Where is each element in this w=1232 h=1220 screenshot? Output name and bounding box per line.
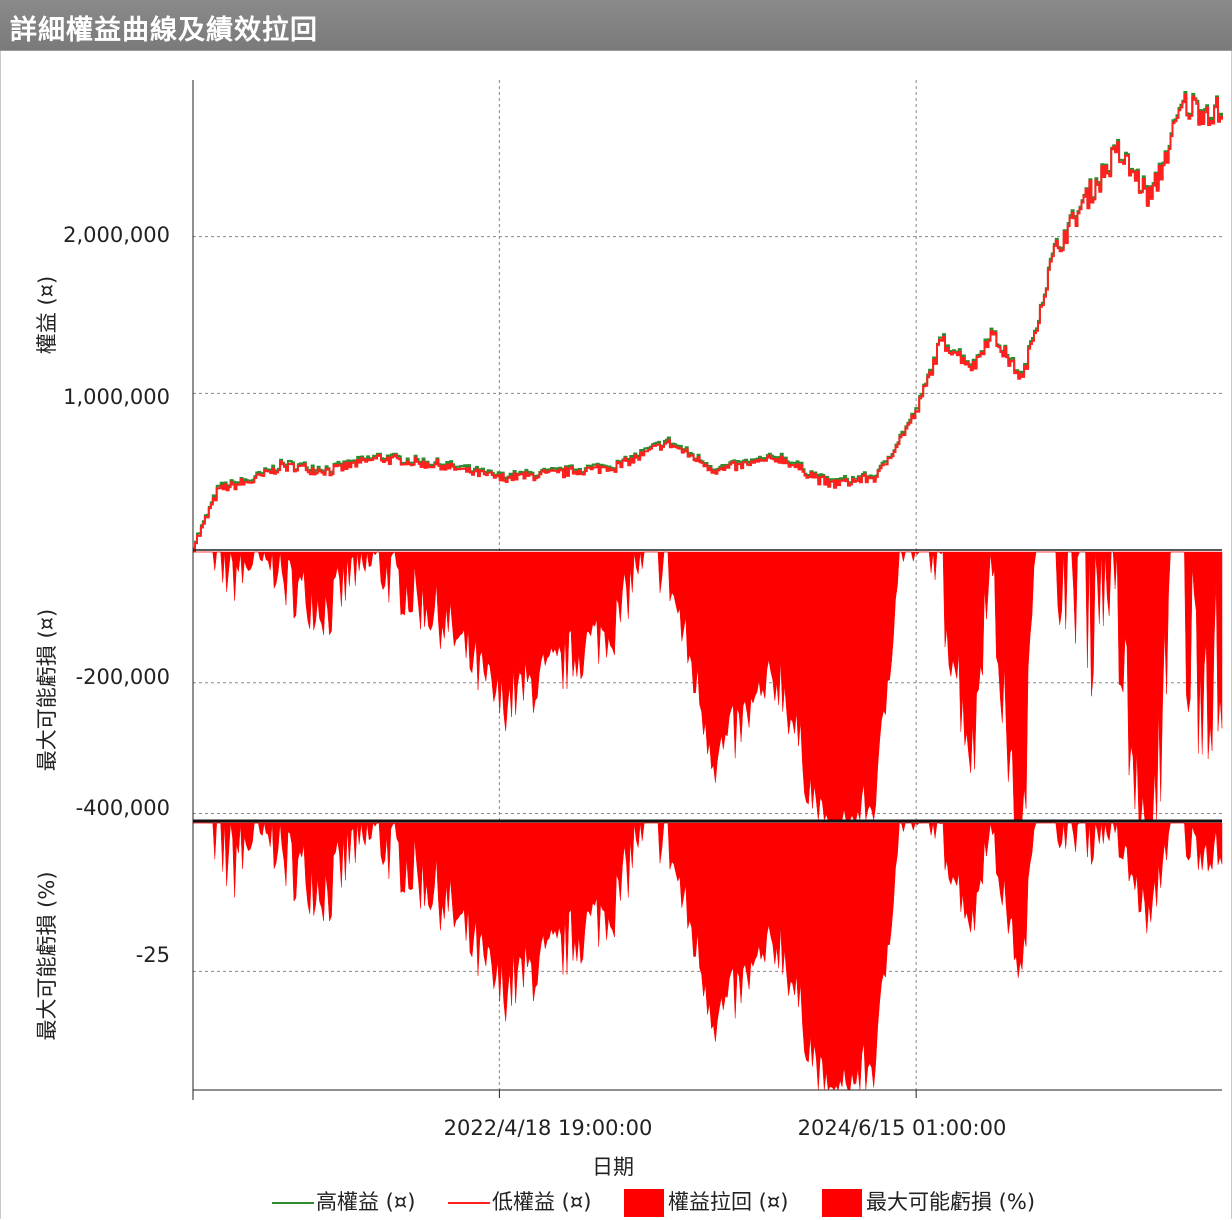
series-line-low-equity (193, 93, 1223, 553)
equity-panel (193, 91, 1223, 553)
x-axis-label: 日期 (592, 1155, 634, 1179)
x-tick-label: 2022/4/18 19:00:00 (444, 1116, 653, 1140)
y-axis-label-equity: 權益 (¤) (35, 276, 59, 354)
legend-swatch (448, 1202, 490, 1204)
drawdown-panel (193, 551, 1223, 821)
legend-swatch (822, 1189, 862, 1217)
y-tick-label: -200,000 (76, 665, 170, 689)
legend-item-equity-drawdown: 權益拉回 (¤) (624, 1186, 788, 1217)
x-tick-label: 2024/6/15 01:00:00 (798, 1116, 1007, 1140)
legend-swatch (624, 1189, 664, 1217)
axes (192, 80, 1222, 1100)
y-tick-label: -25 (136, 943, 170, 967)
title-bar: 詳細權益曲線及績效拉回 (0, 0, 1232, 51)
legend-item-low-equity: 低權益 (¤) (448, 1186, 591, 1216)
series-line-high-equity (193, 91, 1223, 550)
y-tick-label: 2,000,000 (63, 223, 170, 247)
legend-swatch (272, 1202, 314, 1204)
legend-item-high-equity: 高權益 (¤) (272, 1186, 415, 1216)
legend-item-max-loss-pct: 最大可能虧損 (%) (822, 1186, 1035, 1217)
drawdown-pct-area (193, 822, 1223, 1091)
y-axis-label-drawdown: 最大可能虧損 (¤) (35, 609, 59, 771)
y-axis-label-drawdown-pct: 最大可能虧損 (%) (35, 871, 59, 1040)
window-title: 詳細權益曲線及績效拉回 (10, 15, 318, 46)
y-tick-label: 1,000,000 (63, 385, 170, 409)
drawdown-pct-panel (193, 822, 1223, 1091)
drawdown-area (193, 551, 1223, 821)
y-tick-label: -400,000 (76, 796, 170, 820)
